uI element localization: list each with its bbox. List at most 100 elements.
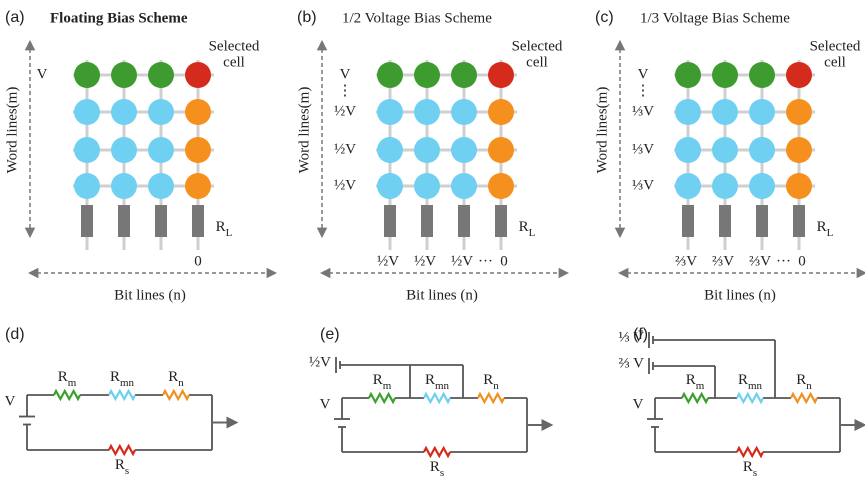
symbol: R [743, 459, 753, 475]
load-resistor-label: RL [216, 219, 233, 238]
memory-cell [74, 99, 100, 125]
symbol: R [115, 457, 125, 473]
load-resistor [155, 205, 167, 237]
source-label: ⅔ V [618, 355, 644, 371]
symbol: R [686, 372, 696, 388]
memory-cell [377, 62, 403, 88]
load-resistor-label: RL [817, 219, 834, 238]
symbol: R [58, 369, 68, 385]
memory-cell [451, 137, 477, 163]
resistor [423, 445, 451, 459]
memory-cell [488, 99, 514, 125]
load-resistor [793, 205, 805, 237]
symbol: R [110, 369, 120, 385]
resistor [368, 391, 396, 405]
resistor-label: Rmn [425, 372, 450, 391]
load-resistor [421, 205, 433, 237]
memory-cell [786, 173, 812, 199]
memory-cell [74, 173, 100, 199]
memory-cell [414, 99, 440, 125]
column-voltage-label: ⅔V [675, 253, 697, 269]
row-voltage-label: ½V [334, 103, 356, 119]
memory-cell [488, 137, 514, 163]
resistor-label: Rm [58, 369, 77, 388]
panel-title: 1/2 Voltage Bias Scheme [342, 10, 492, 26]
memory-cell [111, 99, 137, 125]
load-resistor [384, 205, 396, 237]
resistor [736, 445, 764, 459]
load-resistor [192, 205, 204, 237]
resistor-label: Rs [430, 459, 444, 478]
row-voltage-label: ⅓V [632, 141, 654, 157]
memory-cell [148, 137, 174, 163]
panel-label: (d) [5, 326, 25, 343]
resistor [108, 388, 136, 402]
subscript: m [696, 380, 705, 392]
column-voltage-label: ··· [776, 253, 791, 269]
panel-label: (f) [633, 326, 648, 343]
selected-cell-label: Selected [512, 38, 563, 54]
memory-cell [675, 137, 701, 163]
selected-cell-label: Selected [810, 38, 861, 54]
resistor-label: Rmn [738, 372, 763, 391]
panel-title: Floating Bias Scheme [50, 10, 188, 26]
subscript: L [529, 227, 536, 239]
memory-cell [675, 173, 701, 199]
subscript: n [806, 380, 812, 392]
symbol: R [168, 369, 178, 385]
memory-cell [451, 99, 477, 125]
source-label: V [320, 396, 331, 412]
bit-lines-label: Bit lines (n) [114, 287, 186, 303]
memory-cell [148, 99, 174, 125]
row-voltage-label: ⋮ [338, 83, 353, 99]
memory-cell [414, 62, 440, 88]
source-label: V [633, 396, 644, 412]
memory-cell [111, 173, 137, 199]
memory-cell [675, 62, 701, 88]
row-voltage-label: ½V [334, 141, 356, 157]
memory-cell [749, 173, 775, 199]
column-voltage-label: ½V [451, 253, 473, 269]
memory-cell [377, 137, 403, 163]
load-resistor-label: RL [519, 219, 536, 238]
memory-cell [111, 137, 137, 163]
column-voltage-label: ⅔V [712, 253, 734, 269]
resistor [423, 391, 451, 405]
subscript: mn [748, 380, 763, 392]
subscript: s [125, 465, 129, 477]
resistor-label: Rs [743, 459, 757, 478]
memory-cell [451, 173, 477, 199]
symbol: R [430, 459, 440, 475]
symbol: R [483, 372, 493, 388]
word-lines-label: Word lines(m) [4, 87, 20, 174]
memory-cell [414, 137, 440, 163]
memory-cell [185, 62, 211, 88]
column-voltage-label: 0 [194, 253, 202, 269]
panel-title: 1/3 Voltage Bias Scheme [640, 10, 790, 26]
row-voltage-label: ⅓V [632, 177, 654, 193]
row-voltage-label: V [37, 66, 48, 82]
resistor-label: Rs [115, 457, 129, 476]
symbol: R [519, 219, 529, 235]
resistor-label: Rn [483, 372, 499, 391]
column-voltage-label: ··· [478, 253, 493, 269]
memory-cell [414, 173, 440, 199]
resistor-label: Rm [686, 372, 705, 391]
source-label: ⅓ V [618, 329, 644, 345]
memory-cell [185, 99, 211, 125]
symbol: R [373, 372, 383, 388]
bit-lines-label: Bit lines (n) [406, 287, 478, 303]
resistor [477, 391, 505, 405]
subscript: n [178, 377, 184, 389]
subscript: m [68, 377, 77, 389]
column-voltage-label: ½V [377, 253, 399, 269]
symbol: R [216, 219, 226, 235]
resistor [790, 391, 818, 405]
subscript: mn [120, 377, 135, 389]
selected-cell-label: cell [223, 54, 245, 70]
memory-cell [786, 62, 812, 88]
load-resistor [495, 205, 507, 237]
selected-cell-label: Selected [209, 38, 260, 54]
memory-cell [712, 137, 738, 163]
